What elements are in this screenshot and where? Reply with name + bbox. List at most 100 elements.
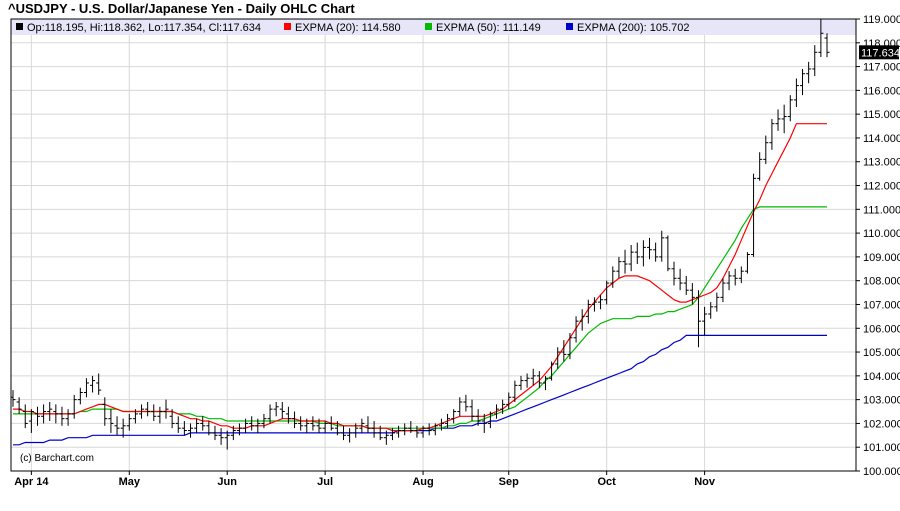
ohlc-bar — [463, 394, 469, 412]
ohlc-bar — [751, 173, 757, 257]
grid-lines — [11, 18, 856, 472]
ohlc-bar — [243, 418, 249, 433]
ohlc-bar — [353, 423, 359, 438]
ohlc-bar — [438, 418, 444, 431]
ohlc-bar — [542, 375, 548, 391]
ohlc-bar — [132, 409, 138, 424]
ohlc-bar — [249, 416, 255, 431]
y-tick-label: 102.000 — [863, 418, 900, 430]
ohlc-bar — [47, 402, 53, 422]
ohlc-bar — [71, 394, 77, 419]
ohlc-bar — [598, 294, 604, 310]
y-tick-label: 111.000 — [863, 204, 900, 216]
ema50-legend-text: EXPMA (50): 111.149 — [436, 22, 541, 34]
ohlc-bar — [806, 61, 812, 84]
ohlc-bar — [212, 425, 218, 441]
ohlc-bar — [665, 235, 671, 272]
ohlc-bar — [695, 290, 701, 348]
ohlc-bar — [640, 240, 646, 267]
ohlc-bar — [371, 421, 377, 438]
ohlc-bar — [151, 404, 157, 422]
chart-title: ^USDJPY - U.S. Dollar/Japanese Yen - Dai… — [8, 1, 355, 16]
ohlc-bar — [304, 418, 310, 433]
ohlc-bar — [800, 68, 806, 96]
ohlc-bar — [610, 266, 616, 288]
ohlc-bar — [475, 409, 481, 426]
ohlc-bar — [604, 280, 610, 305]
ohlc-bar — [689, 283, 695, 305]
ohlc-bar — [200, 416, 206, 431]
ohlc-bar — [445, 413, 451, 429]
x-tick-label: May — [119, 476, 141, 488]
ohlc-bar — [573, 316, 579, 343]
y-tick-label: 100.000 — [863, 466, 900, 478]
ohlc-bar — [389, 428, 395, 441]
ohlc-bar — [500, 399, 506, 414]
ohlc-bar — [163, 399, 169, 419]
ohlc-bar — [310, 416, 316, 431]
ohlc-bar — [683, 275, 689, 295]
ohlc-bar — [255, 418, 261, 433]
ohlc-bar — [738, 266, 744, 284]
ohlc-bar — [102, 397, 108, 426]
ohlc-bar — [622, 249, 628, 274]
ema200-series — [13, 334, 827, 446]
ohlc-bar — [726, 271, 732, 291]
ohlc-bar — [714, 292, 720, 312]
ohlc-bar — [114, 416, 120, 436]
ohlc-bar — [536, 371, 542, 388]
ohlc-bar — [402, 423, 408, 436]
ema20-legend-text: EXPMA (20): 114.580 — [295, 22, 401, 34]
x-tick-label: Jun — [217, 476, 237, 488]
ohlc-bar — [383, 430, 389, 445]
ema200-line — [13, 334, 827, 446]
ohlc-bar — [647, 237, 653, 260]
ohlc-bar — [53, 404, 59, 424]
ohlc-bar — [187, 423, 193, 438]
ohlc-bar — [818, 19, 824, 58]
ohlc-bar — [781, 104, 787, 134]
ohlc-bar — [347, 428, 353, 443]
ohlc-bar — [59, 406, 65, 426]
ohlc-bar — [230, 425, 236, 441]
y-tick-label: 115.000 — [863, 109, 900, 121]
ohlc-bar — [457, 397, 463, 417]
ohlc-bar — [420, 425, 426, 438]
ohlc-bar — [365, 416, 371, 433]
ohlc-bar — [108, 409, 114, 433]
ohlc-bar — [16, 397, 22, 414]
y-tick-label: 109.000 — [863, 252, 900, 264]
y-tick-label: 117.000 — [863, 62, 900, 74]
ohlc-bar — [824, 33, 830, 58]
ohlc-bar — [787, 95, 793, 122]
y-tick-label: 110.000 — [863, 228, 900, 240]
x-axis: Apr 14 May Jun Jul Aug Sep Oct Nov — [14, 471, 716, 488]
y-tick-label: 108.000 — [863, 276, 900, 288]
ohlc-bar — [451, 409, 457, 424]
ohlc-bar — [175, 416, 181, 433]
y-axis: 100.000 101.000 102.000 103.000 104.000 105.0… — [856, 14, 900, 478]
ohlc-bar — [591, 297, 597, 312]
copyright-label: (c) Barchart.com — [20, 453, 94, 464]
ohlc-bar — [408, 421, 414, 433]
ohlc-bar — [524, 373, 530, 388]
ohlc-bar — [757, 152, 763, 181]
ohlc-bar — [169, 409, 175, 429]
ohlc-bar — [414, 425, 420, 438]
ohlc-bar — [218, 428, 224, 445]
ohlc-bar — [555, 347, 561, 369]
ohlc-bar — [145, 402, 151, 417]
ohlc-bar — [65, 409, 71, 426]
last-price-label: 117.634 — [861, 47, 900, 59]
last-price-tag: 117.634 — [859, 45, 900, 60]
y-tick-label: 116.000 — [863, 85, 900, 97]
ohlc-bar — [236, 423, 242, 436]
ohlc-bar — [359, 418, 365, 433]
x-tick-label: Oct — [597, 476, 616, 488]
ohlc-bar — [285, 406, 291, 424]
y-tick-label: 113.000 — [863, 157, 900, 169]
ohlc-bar — [775, 109, 781, 131]
ohlc-bars — [10, 19, 830, 450]
ohlc-bar — [334, 421, 340, 436]
